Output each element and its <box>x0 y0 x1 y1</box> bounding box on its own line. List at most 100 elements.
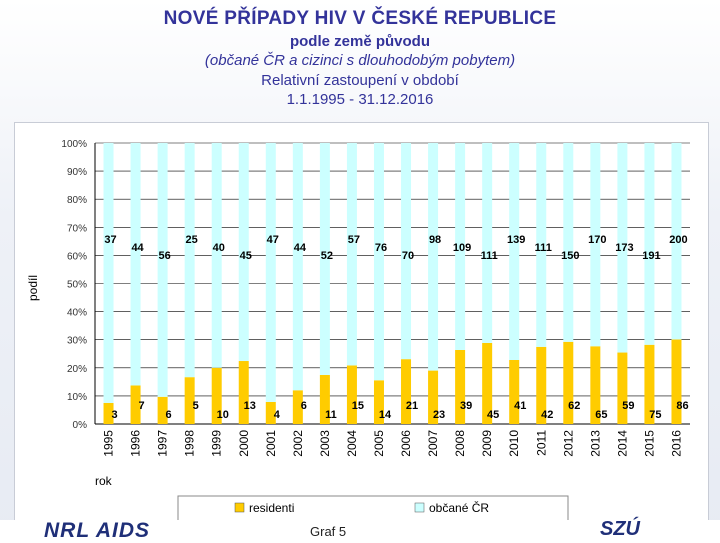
value-label-residenti: 7 <box>139 400 145 412</box>
bar-obcane-cr <box>428 143 439 371</box>
value-label-residenti: 62 <box>568 400 580 412</box>
nrl-aids-logo: NRL AIDS <box>44 519 151 542</box>
y-axis-title: podíl <box>26 275 40 301</box>
y-tick-label: 30% <box>67 336 87 347</box>
x-tick-label: 2010 <box>507 430 521 457</box>
legend-swatch-obcane-cr <box>414 502 425 513</box>
bar-obcane-cr <box>671 143 682 340</box>
value-label-residenti: 15 <box>352 400 364 412</box>
bar-obcane-cr <box>455 143 466 350</box>
value-label-residenti: 14 <box>379 409 392 421</box>
bar-residenti <box>401 359 412 424</box>
bar-obcane-cr <box>184 143 195 378</box>
bar-residenti <box>346 365 357 424</box>
x-tick-label: 2000 <box>237 430 251 457</box>
bar-chart: 0% 10% 20% 30% 40% 50% 60% 70% 80% 90% 100% 3 37 1995… <box>26 139 690 521</box>
x-tick-label: 2015 <box>642 430 656 457</box>
bar-residenti <box>617 352 628 424</box>
value-label-obcane-cr: 111 <box>535 242 552 254</box>
x-tick-label: 2002 <box>291 430 305 457</box>
bar-residenti <box>455 349 466 424</box>
value-label-obcane-cr: 150 <box>561 250 579 262</box>
x-tick-label: 1997 <box>156 430 170 457</box>
value-label-residenti: 5 <box>193 400 199 412</box>
x-tick-label: 2004 <box>345 430 359 457</box>
bar-obcane-cr <box>211 143 222 368</box>
y-tick-label: 70% <box>67 223 87 234</box>
x-tick-label: 2011 <box>534 430 548 456</box>
bar-residenti <box>563 341 574 424</box>
value-label-residenti: 6 <box>166 409 172 421</box>
value-label-obcane-cr: 57 <box>348 234 360 246</box>
y-tick-label: 0% <box>73 420 88 431</box>
bar-residenti <box>211 367 222 424</box>
bar-residenti <box>130 385 141 424</box>
bar-obcane-cr <box>157 143 168 397</box>
bar-residenti <box>373 380 384 424</box>
value-label-obcane-cr: 173 <box>615 242 633 254</box>
bar-residenti <box>319 374 330 424</box>
value-label-residenti: 21 <box>406 400 418 412</box>
legend-label-obcane-cr: občané ČR <box>429 500 489 515</box>
value-label-residenti: 39 <box>460 400 472 412</box>
y-tick-label: 80% <box>67 195 87 206</box>
value-label-residenti: 75 <box>649 409 661 421</box>
x-tick-label: 2008 <box>453 430 467 457</box>
value-label-residenti: 41 <box>514 400 526 412</box>
value-label-residenti: 23 <box>433 409 445 421</box>
bar-obcane-cr <box>401 143 412 360</box>
value-label-obcane-cr: 191 <box>642 250 660 262</box>
bar-residenti <box>644 344 655 424</box>
value-label-obcane-cr: 44 <box>294 242 307 254</box>
value-label-obcane-cr: 56 <box>158 250 170 262</box>
x-tick-label: 2013 <box>588 430 602 457</box>
value-label-residenti: 65 <box>595 409 607 421</box>
value-label-obcane-cr: 44 <box>131 242 144 254</box>
y-tick-label: 60% <box>67 251 87 262</box>
value-label-residenti: 42 <box>541 409 553 421</box>
value-label-residenti: 45 <box>487 409 499 421</box>
bar-obcane-cr <box>103 143 114 403</box>
y-tick-label: 100% <box>61 139 87 150</box>
value-label-obcane-cr: 37 <box>104 234 116 246</box>
bar-obcane-cr <box>292 143 303 391</box>
x-tick-label: 2014 <box>615 430 629 457</box>
bar-residenti <box>265 401 276 424</box>
value-label-obcane-cr: 170 <box>588 234 606 246</box>
x-tick-label: 2007 <box>426 430 440 457</box>
value-label-residenti: 86 <box>676 400 688 412</box>
bar-residenti <box>536 346 547 424</box>
bar-residenti <box>671 339 682 424</box>
footer <box>0 520 720 540</box>
value-label-residenti: 4 <box>274 409 281 421</box>
bar-obcane-cr <box>373 143 384 381</box>
bar-obcane-cr <box>509 143 520 360</box>
bar-obcane-cr <box>590 143 601 347</box>
bar-obcane-cr <box>265 143 276 402</box>
x-tick-label: 2005 <box>372 430 386 457</box>
graph-caption: Graf 5 <box>310 524 347 539</box>
page-note: (občané ČR a cizinci s dlouhodobým pobyt… <box>204 52 516 69</box>
x-tick-label: 2009 <box>480 430 494 457</box>
value-label-obcane-cr: 52 <box>321 250 333 262</box>
bar-residenti <box>184 377 195 424</box>
value-label-residenti: 10 <box>217 409 229 421</box>
bar-obcane-cr <box>130 143 141 386</box>
x-tick-label: 2003 <box>318 430 332 457</box>
bar-residenti <box>157 396 168 424</box>
value-label-residenti: 13 <box>244 400 256 412</box>
bar-obcane-cr <box>346 143 357 366</box>
page-period: 1.1.1995 - 31.12.2016 <box>286 91 434 108</box>
szu-logo: SZÚ <box>600 518 640 540</box>
value-label-obcane-cr: 109 <box>453 242 471 254</box>
x-tick-label: 2001 <box>264 430 278 457</box>
value-label-residenti: 6 <box>301 400 307 412</box>
bar-residenti <box>428 370 439 424</box>
bar-residenti <box>509 359 520 424</box>
value-label-residenti: 11 <box>325 409 337 421</box>
value-label-obcane-cr: 200 <box>669 234 687 246</box>
bar-obcane-cr <box>617 143 628 353</box>
value-label-obcane-cr: 139 <box>507 234 525 246</box>
bar-obcane-cr <box>644 143 655 345</box>
y-tick-label: 20% <box>67 364 87 375</box>
